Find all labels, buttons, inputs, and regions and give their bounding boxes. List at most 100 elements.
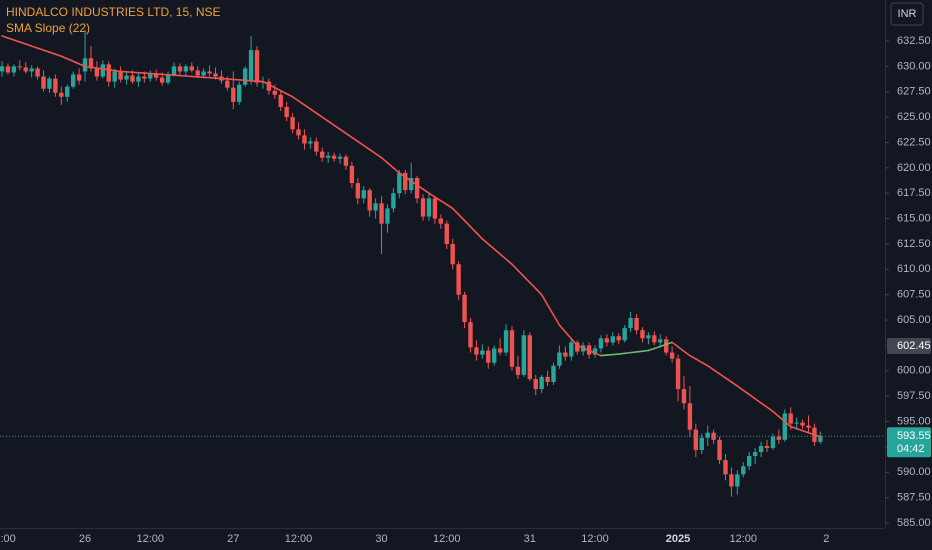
candle-body — [747, 456, 752, 467]
candle-body — [776, 436, 782, 440]
sma-line — [724, 377, 733, 383]
candle-body — [598, 338, 604, 349]
sma-line — [760, 402, 768, 408]
x-tick-label: 30 — [375, 533, 387, 545]
candle-body — [153, 73, 159, 78]
candle-body — [509, 330, 515, 367]
candle-body — [735, 474, 740, 487]
sma-line — [66, 57, 74, 63]
candle-body — [658, 339, 663, 343]
currency-label[interactable]: INR — [898, 8, 917, 20]
candle-body — [237, 84, 242, 102]
sma-line — [617, 352, 626, 355]
sma-line — [517, 269, 525, 278]
sma-line — [789, 425, 798, 430]
candle-body — [474, 347, 479, 355]
candle-body — [480, 350, 485, 355]
candle-body — [136, 76, 141, 82]
candle-body — [59, 92, 64, 97]
candle-body — [652, 335, 657, 343]
candle-body — [533, 378, 538, 390]
sma-line — [42, 49, 51, 53]
sma-line — [90, 66, 98, 69]
y-tick-label: 597.50 — [897, 390, 931, 402]
candle-body — [367, 190, 372, 211]
candle-body — [408, 177, 414, 191]
sma-line — [279, 89, 288, 95]
candle-body — [207, 71, 212, 74]
candle-body — [800, 422, 805, 426]
candle-body — [325, 155, 331, 158]
candle-body — [592, 348, 598, 355]
sma-line — [588, 349, 596, 354]
y-tick-label: 632.50 — [897, 35, 931, 47]
sma-line — [102, 68, 110, 71]
candle-body — [355, 183, 361, 199]
sma-line — [748, 393, 756, 400]
sma-line — [262, 80, 270, 86]
sma-line — [552, 314, 561, 326]
candle-body — [53, 78, 58, 93]
candle-body — [818, 436, 823, 442]
sma-line — [434, 196, 442, 202]
sma-line — [268, 83, 276, 89]
candle-body — [254, 50, 260, 83]
sma-line — [487, 243, 496, 250]
candle-body — [337, 156, 343, 159]
x-tick-label: 12:00 — [433, 533, 461, 545]
candle-body — [444, 223, 449, 244]
candle-body — [142, 76, 147, 79]
candle-body — [5, 66, 11, 73]
indicator-label[interactable]: SMA Slope (22) — [6, 21, 90, 35]
candle-body — [450, 243, 455, 265]
candle-body — [717, 439, 722, 461]
candle-body — [296, 129, 301, 136]
sma-line — [540, 293, 549, 306]
sma-line — [78, 63, 86, 68]
candle-body — [752, 451, 758, 457]
sma-line — [570, 337, 579, 347]
y-tick-label: 590.00 — [897, 466, 931, 478]
sma-line — [653, 345, 662, 350]
sma-line — [386, 161, 395, 169]
x-tick-label: 12:00 — [137, 533, 165, 545]
y-tick-label: 630.00 — [897, 60, 931, 72]
candle-body — [492, 348, 497, 363]
candle-body — [758, 445, 764, 452]
x-tick-label: 12:00 — [285, 533, 313, 545]
candle-body — [397, 172, 402, 194]
candle-body — [320, 151, 325, 158]
candle-body — [177, 66, 183, 72]
candle-body — [640, 330, 645, 339]
sma-line — [297, 100, 306, 106]
candle-body — [302, 135, 307, 144]
sma-line — [594, 352, 602, 357]
sma-line — [564, 331, 573, 340]
x-tick-label: 27 — [227, 533, 239, 545]
candle-body — [711, 432, 716, 440]
sma-line — [54, 53, 63, 58]
sma-line — [582, 347, 590, 352]
y-tick-label: 622.50 — [897, 136, 931, 148]
candle-body — [159, 77, 165, 83]
candle-body — [112, 71, 117, 82]
y-tick-label: 612.50 — [897, 238, 931, 250]
sma-line — [683, 350, 691, 357]
candle-body — [290, 117, 295, 130]
candle-body — [669, 352, 675, 359]
sma-line — [469, 225, 478, 234]
last-price-box — [887, 427, 931, 458]
candle-body — [213, 73, 218, 77]
y-tick-label: 605.00 — [897, 314, 931, 326]
x-tick-label: 2 — [823, 533, 829, 545]
candle-body — [497, 348, 503, 353]
sma-line — [499, 253, 507, 260]
sma-line — [801, 429, 810, 434]
currency-box[interactable] — [890, 2, 924, 26]
sma-line — [398, 172, 407, 178]
candle-body — [35, 68, 40, 77]
sma-line — [783, 420, 792, 428]
